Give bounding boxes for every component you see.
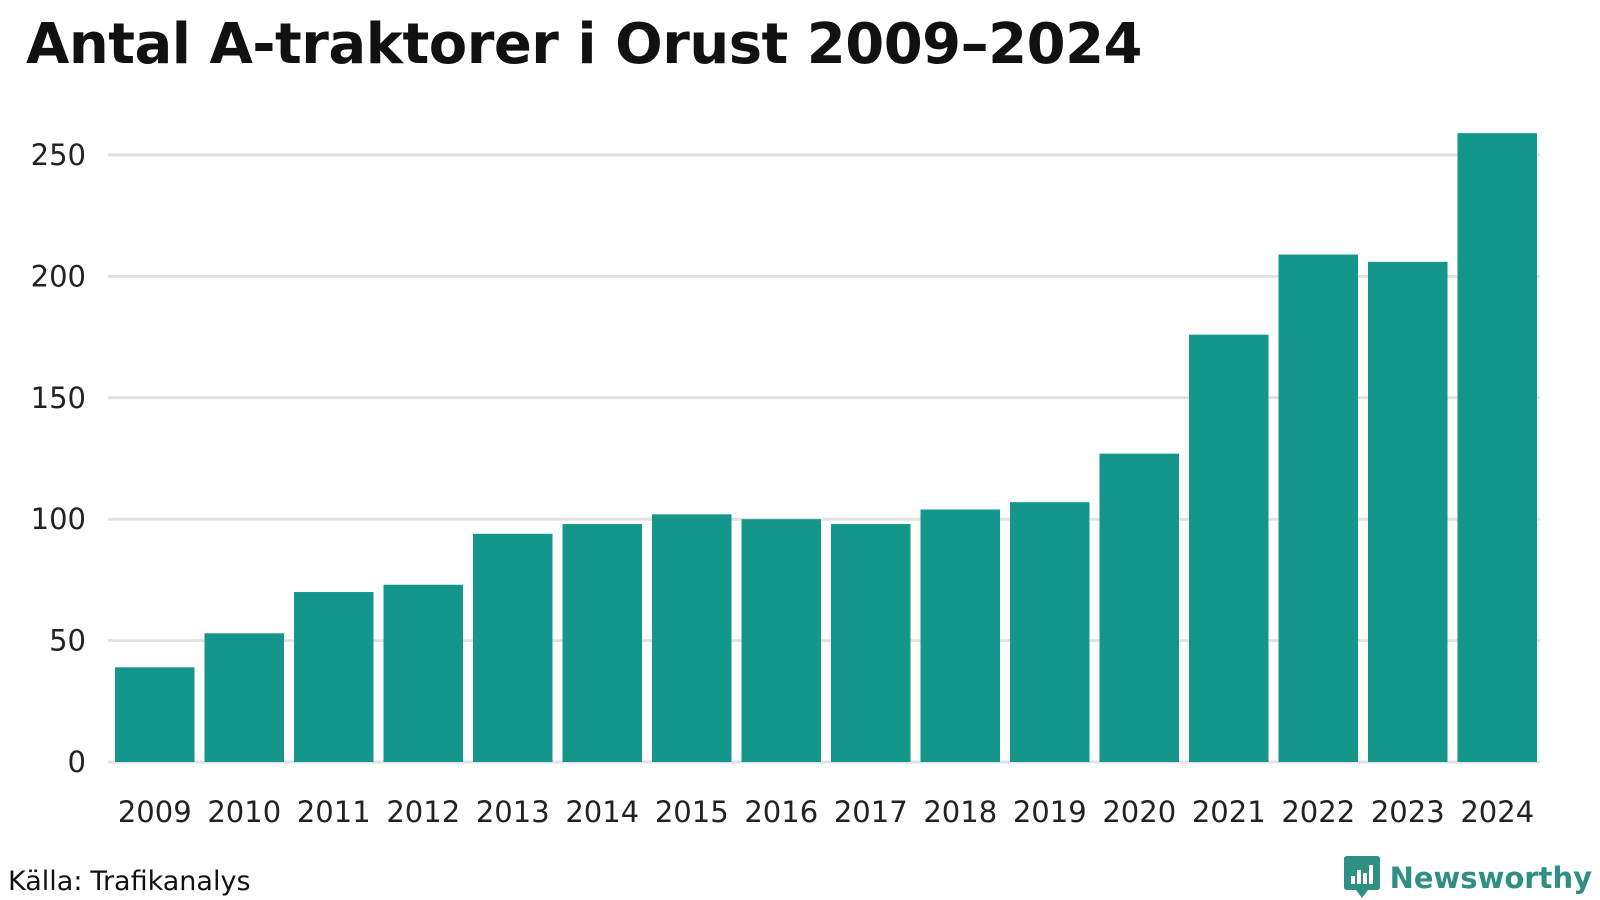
x-tick-label: 2017 xyxy=(834,795,908,829)
chart-title: Antal A-traktorer i Orust 2009–2024 xyxy=(26,12,1143,77)
source-label: Källa: xyxy=(8,866,83,897)
y-tick-label: 50 xyxy=(49,624,86,658)
brand-logo: Newsworthy xyxy=(1343,856,1592,900)
newsworthy-chart-badge-icon xyxy=(1343,856,1380,898)
brand-name: Newsworthy xyxy=(1389,861,1592,895)
x-tick-label: 2014 xyxy=(565,795,639,829)
y-tick-label: 200 xyxy=(31,259,86,293)
x-tick-label: 2024 xyxy=(1460,795,1534,829)
bar-2009 xyxy=(115,667,195,762)
x-tick-label: 2012 xyxy=(386,795,460,829)
x-tick-label: 2022 xyxy=(1281,795,1355,829)
x-tick-label: 2016 xyxy=(744,795,818,829)
source-name: Trafikanalys xyxy=(90,866,251,897)
bar-2024 xyxy=(1457,133,1537,762)
source-note: Källa: Trafikanalys xyxy=(8,866,251,897)
y-tick-label: 0 xyxy=(68,745,86,779)
y-axis-ticks: 0 50 100 150 200 250 xyxy=(31,138,86,779)
x-tick-label: 2010 xyxy=(207,795,281,829)
x-tick-label: 2018 xyxy=(923,795,997,829)
bar-2021 xyxy=(1189,334,1269,762)
x-tick-label: 2023 xyxy=(1371,795,1445,829)
y-tick-label: 100 xyxy=(31,502,86,536)
bar-2011 xyxy=(294,592,374,762)
bars xyxy=(115,133,1537,763)
y-tick-label: 250 xyxy=(31,138,86,172)
bar-2022 xyxy=(1278,254,1358,763)
x-tick-label: 2013 xyxy=(476,795,550,829)
x-tick-label: 2009 xyxy=(118,795,192,829)
bar-2012 xyxy=(383,584,463,762)
x-tick-label: 2019 xyxy=(1013,795,1087,829)
x-tick-label: 2015 xyxy=(655,795,729,829)
x-tick-label: 2011 xyxy=(297,795,371,829)
x-tick-label: 2020 xyxy=(1102,795,1176,829)
bar-2014 xyxy=(562,524,642,762)
x-tick-label: 2021 xyxy=(1192,795,1266,829)
bar-2016 xyxy=(741,519,821,762)
bar-2023 xyxy=(1368,261,1448,762)
bar-2013 xyxy=(473,533,553,762)
y-tick-label: 150 xyxy=(31,381,86,415)
bar-2010 xyxy=(204,633,284,762)
bar-2020 xyxy=(1099,453,1179,762)
bar-2015 xyxy=(652,514,732,762)
bar-2017 xyxy=(831,524,911,762)
x-axis-ticks: 2009 2010 2011 2012 2013 2014 2015 2016 2017 2018… xyxy=(118,795,1534,829)
bar-2019 xyxy=(1010,502,1090,762)
bar-2018 xyxy=(920,509,1000,762)
